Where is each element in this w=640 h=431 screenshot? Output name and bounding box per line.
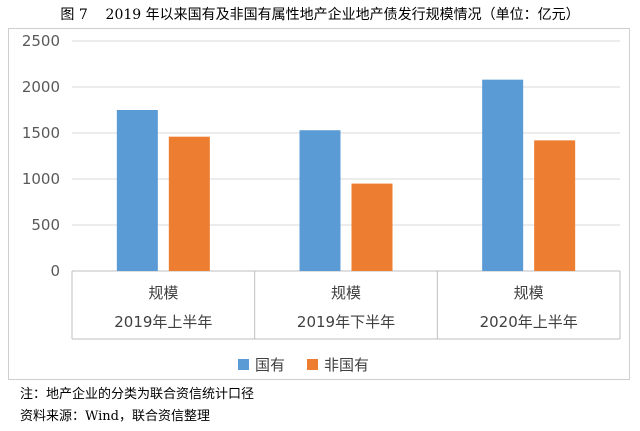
y-tick-label: 2000: [22, 78, 60, 96]
figure-caption: 图 7 2019 年以来国有及非国有属性地产企业地产债发行规模情况（单位：亿元）: [60, 7, 580, 23]
x-category-label: 规模: [148, 284, 178, 302]
x-category-label: 规模: [514, 284, 544, 302]
legend-label: 非国有: [324, 356, 369, 374]
legend-swatch: [307, 359, 318, 370]
x-category-sublabel: 2019年上半年: [114, 313, 212, 331]
bar: [482, 79, 524, 271]
y-tick-label: 0: [50, 262, 60, 280]
source-note: 资料来源：Wind，联合资信整理: [20, 409, 210, 424]
x-category-sublabel: 2019年下半年: [297, 313, 395, 331]
y-tick-label: 1000: [22, 170, 60, 188]
bar: [351, 183, 393, 271]
bar: [299, 130, 341, 271]
y-tick-label: 500: [31, 216, 60, 234]
bar: [534, 140, 576, 271]
legend-swatch: [238, 359, 249, 370]
bar-chart: 05001000150020002500规模2019年上半年规模2019年下半年…: [22, 32, 621, 374]
y-tick-label: 1500: [22, 124, 60, 142]
legend-label: 国有: [255, 356, 285, 374]
bar: [168, 136, 210, 271]
x-category-sublabel: 2020年上半年: [480, 313, 578, 331]
footnote: 注：地产企业的分类为联合资信统计口径: [20, 387, 255, 402]
chart-frame: [8, 28, 630, 380]
y-tick-label: 2500: [22, 32, 60, 50]
x-category-label: 规模: [331, 284, 361, 302]
bar: [116, 110, 158, 271]
